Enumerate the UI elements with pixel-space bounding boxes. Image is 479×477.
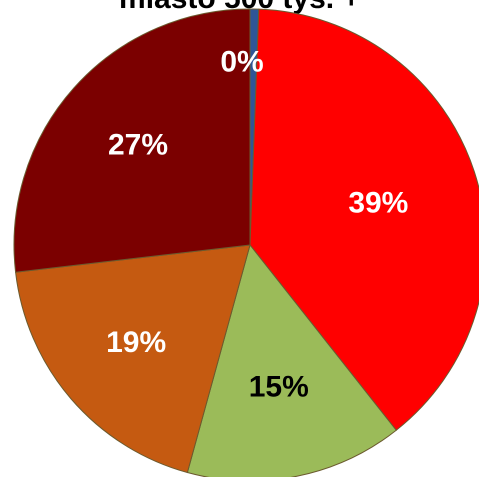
slice-label-3: 19% bbox=[106, 326, 166, 359]
slice-label-1: 39% bbox=[348, 187, 408, 220]
pie-slice-1 bbox=[249, 8, 479, 431]
labels-layer: 0% 39% 15% 19% 27% bbox=[106, 46, 408, 404]
pie-slice-3 bbox=[15, 244, 251, 474]
slice-label-0: 0% bbox=[220, 46, 263, 79]
slice-label-2: 15% bbox=[249, 371, 309, 404]
pie-slice-2 bbox=[186, 243, 397, 477]
pie-slice-4 bbox=[13, 8, 251, 273]
slice-label-4: 27% bbox=[108, 129, 168, 162]
slices-layer bbox=[13, 8, 479, 477]
chart-title: miasto 500 tys. + bbox=[0, 0, 479, 16]
